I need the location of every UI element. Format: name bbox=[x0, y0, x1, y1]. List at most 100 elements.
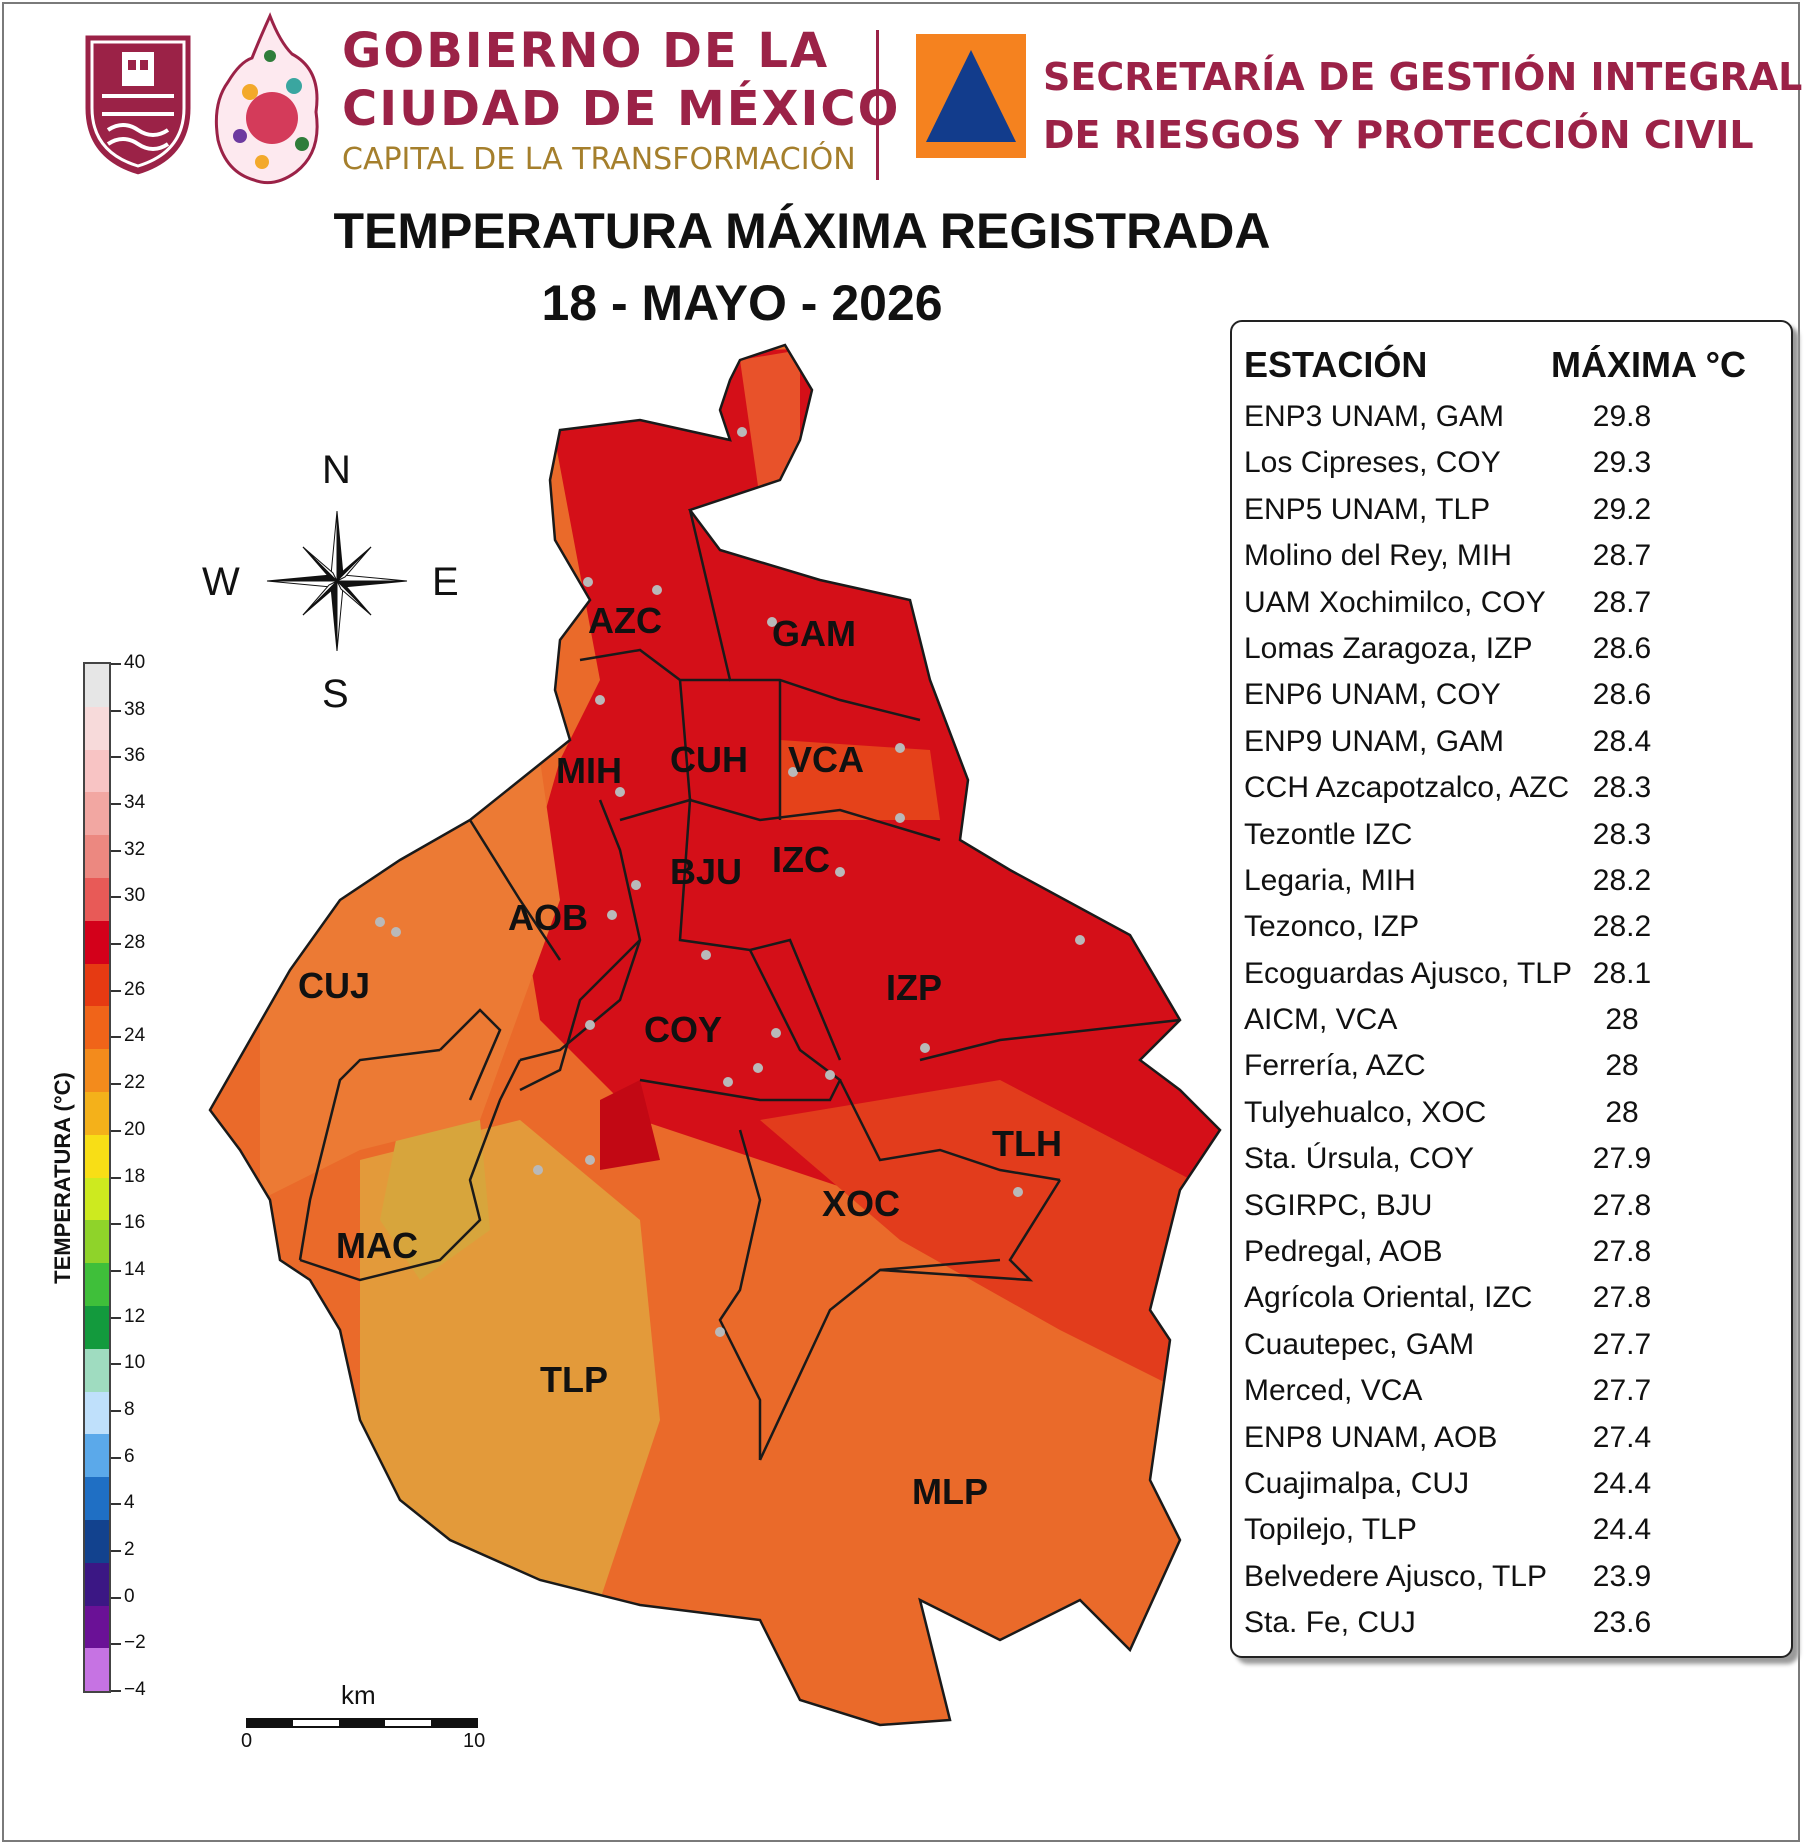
col-header-station: ESTACIÓN bbox=[1244, 344, 1428, 385]
colorbar-segment bbox=[85, 1177, 109, 1221]
table-row: Pedregal, AOB 27.8 bbox=[1232, 1231, 1791, 1277]
table-row: SGIRPC, BJU 27.8 bbox=[1232, 1185, 1791, 1231]
colorbar-tick-label: 36 bbox=[124, 745, 146, 767]
table-row: Agrícola Oriental, IZC 27.8 bbox=[1232, 1277, 1791, 1323]
station-dot bbox=[895, 813, 905, 823]
colorbar-segment bbox=[85, 706, 109, 750]
station-name: Belvedere Ajusco, TLP bbox=[1244, 1559, 1547, 1593]
station-dot bbox=[825, 1070, 835, 1080]
table-row: ENP6 UNAM, COY 28.6 bbox=[1232, 674, 1791, 720]
map-label-cuh: CUH bbox=[670, 739, 748, 780]
gov-line-2: CIUDAD DE MÉXICO bbox=[342, 81, 901, 137]
station-dot bbox=[631, 880, 641, 890]
station-name: Ferrería, AZC bbox=[1244, 1049, 1426, 1083]
station-dot bbox=[1013, 1187, 1023, 1197]
colorbar-segment bbox=[85, 1305, 109, 1349]
station-max-temp: 28 bbox=[1605, 1049, 1639, 1083]
station-dot bbox=[1075, 935, 1085, 945]
station-max-temp: 29.3 bbox=[1592, 446, 1652, 480]
table-row: ENP3 UNAM, GAM 29.8 bbox=[1232, 396, 1791, 442]
table-row: Los Cipreses, COY 29.3 bbox=[1232, 442, 1791, 488]
gov-tagline: CAPITAL DE LA TRANSFORMACIÓN bbox=[342, 142, 856, 177]
table-row: CCH Azcapotzalco, AZC 28.3 bbox=[1232, 767, 1791, 813]
station-dot bbox=[615, 787, 625, 797]
map-label-mac: MAC bbox=[336, 1225, 418, 1266]
station-dot bbox=[723, 1077, 733, 1087]
station-dot bbox=[895, 743, 905, 753]
colorbar-tick-label: 20 bbox=[124, 1118, 146, 1140]
station-name: Legaria, MIH bbox=[1244, 863, 1416, 897]
station-dot bbox=[585, 1020, 595, 1030]
station-max-temp: 28.2 bbox=[1592, 910, 1652, 944]
colorbar-tick bbox=[111, 1316, 121, 1319]
cdmx-heart-logo bbox=[214, 12, 319, 185]
colorbar-tick-label: 0 bbox=[124, 1585, 135, 1607]
table-row: Topilejo, TLP 24.4 bbox=[1232, 1509, 1791, 1555]
station-dot bbox=[920, 1043, 930, 1053]
station-dot bbox=[595, 695, 605, 705]
station-dot bbox=[375, 917, 385, 927]
station-max-temp: 27.9 bbox=[1592, 1142, 1652, 1176]
station-max-temp: 24.4 bbox=[1592, 1513, 1652, 1547]
colorbar-segment bbox=[85, 1391, 109, 1435]
colorbar-tick bbox=[111, 1129, 121, 1132]
map-label-tlp: TLP bbox=[540, 1359, 608, 1400]
colorbar-segment bbox=[85, 1605, 109, 1649]
map-label-cuj: CUJ bbox=[298, 965, 370, 1006]
colorbar-tick bbox=[111, 1456, 121, 1459]
table-row: AICM, VCA 28 bbox=[1232, 999, 1791, 1045]
colorbar-tick bbox=[111, 1363, 121, 1366]
colorbar-segment bbox=[85, 1519, 109, 1563]
map-label-mlp: MLP bbox=[912, 1471, 988, 1512]
station-max-temp: 28.1 bbox=[1592, 956, 1652, 990]
colorbar-tick-label: 16 bbox=[124, 1212, 146, 1234]
station-name: SGIRPC, BJU bbox=[1244, 1188, 1433, 1222]
map-label-xoc: XOC bbox=[822, 1183, 900, 1224]
colorbar-segment bbox=[85, 1049, 109, 1092]
colorbar-tick-label: 6 bbox=[124, 1445, 135, 1467]
table-row: ENP5 UNAM, TLP 29.2 bbox=[1232, 489, 1791, 535]
table-row: ENP9 UNAM, GAM 28.4 bbox=[1232, 721, 1791, 767]
station-name: Sta. Úrsula, COY bbox=[1244, 1142, 1475, 1176]
colorbar-tick-label: 14 bbox=[124, 1258, 146, 1280]
station-name: UAM Xochimilco, COY bbox=[1244, 585, 1546, 619]
table-row: Belvedere Ajusco, TLP 23.9 bbox=[1232, 1556, 1791, 1602]
station-markers bbox=[375, 427, 1085, 1337]
map-label-bju: BJU bbox=[670, 851, 742, 892]
header: GOBIERNO DE LA CIUDAD DE MÉXICO CAPITAL … bbox=[0, 0, 1804, 200]
station-max-temp: 29.2 bbox=[1592, 492, 1652, 526]
station-dot bbox=[767, 617, 777, 627]
station-dot bbox=[585, 1155, 595, 1165]
station-max-temp: 27.8 bbox=[1592, 1235, 1652, 1269]
colorbar-tick bbox=[111, 756, 121, 759]
station-max-temp: 28.7 bbox=[1592, 539, 1652, 573]
colorbar-tick bbox=[111, 1409, 121, 1412]
table-row: Tulyehualco, XOC 28 bbox=[1232, 1092, 1791, 1138]
header-divider bbox=[876, 30, 879, 180]
colorbar-tick-label: 24 bbox=[124, 1025, 146, 1047]
colorbar-tick bbox=[111, 1549, 121, 1552]
station-name: CCH Azcapotzalco, AZC bbox=[1244, 771, 1570, 805]
colorbar-tick-label: −4 bbox=[124, 1679, 146, 1700]
colorbar-tick-label: 34 bbox=[124, 792, 146, 814]
colorbar-segment bbox=[85, 877, 109, 921]
colorbar-segment bbox=[85, 1648, 109, 1692]
station-name: Lomas Zaragoza, IZP bbox=[1244, 631, 1533, 665]
station-max-temp: 27.7 bbox=[1592, 1374, 1652, 1408]
colorbar-tick-label: 10 bbox=[124, 1352, 146, 1374]
station-dot bbox=[788, 767, 798, 777]
map-label-tlh: TLH bbox=[992, 1123, 1062, 1164]
map-label-izp: IZP bbox=[886, 967, 942, 1008]
map-label-coy: COY bbox=[644, 1009, 722, 1050]
colorbar-tick bbox=[111, 1269, 121, 1272]
station-dot bbox=[835, 867, 845, 877]
colorbar-tick bbox=[111, 943, 121, 946]
station-name: Topilejo, TLP bbox=[1244, 1513, 1417, 1547]
colorbar-tick-label: 22 bbox=[124, 1072, 146, 1094]
compass-west: W bbox=[202, 560, 240, 604]
colorbar-tick-label: 8 bbox=[124, 1398, 135, 1420]
colorbar-tick bbox=[111, 989, 121, 992]
colorbar-segment bbox=[85, 1006, 109, 1050]
